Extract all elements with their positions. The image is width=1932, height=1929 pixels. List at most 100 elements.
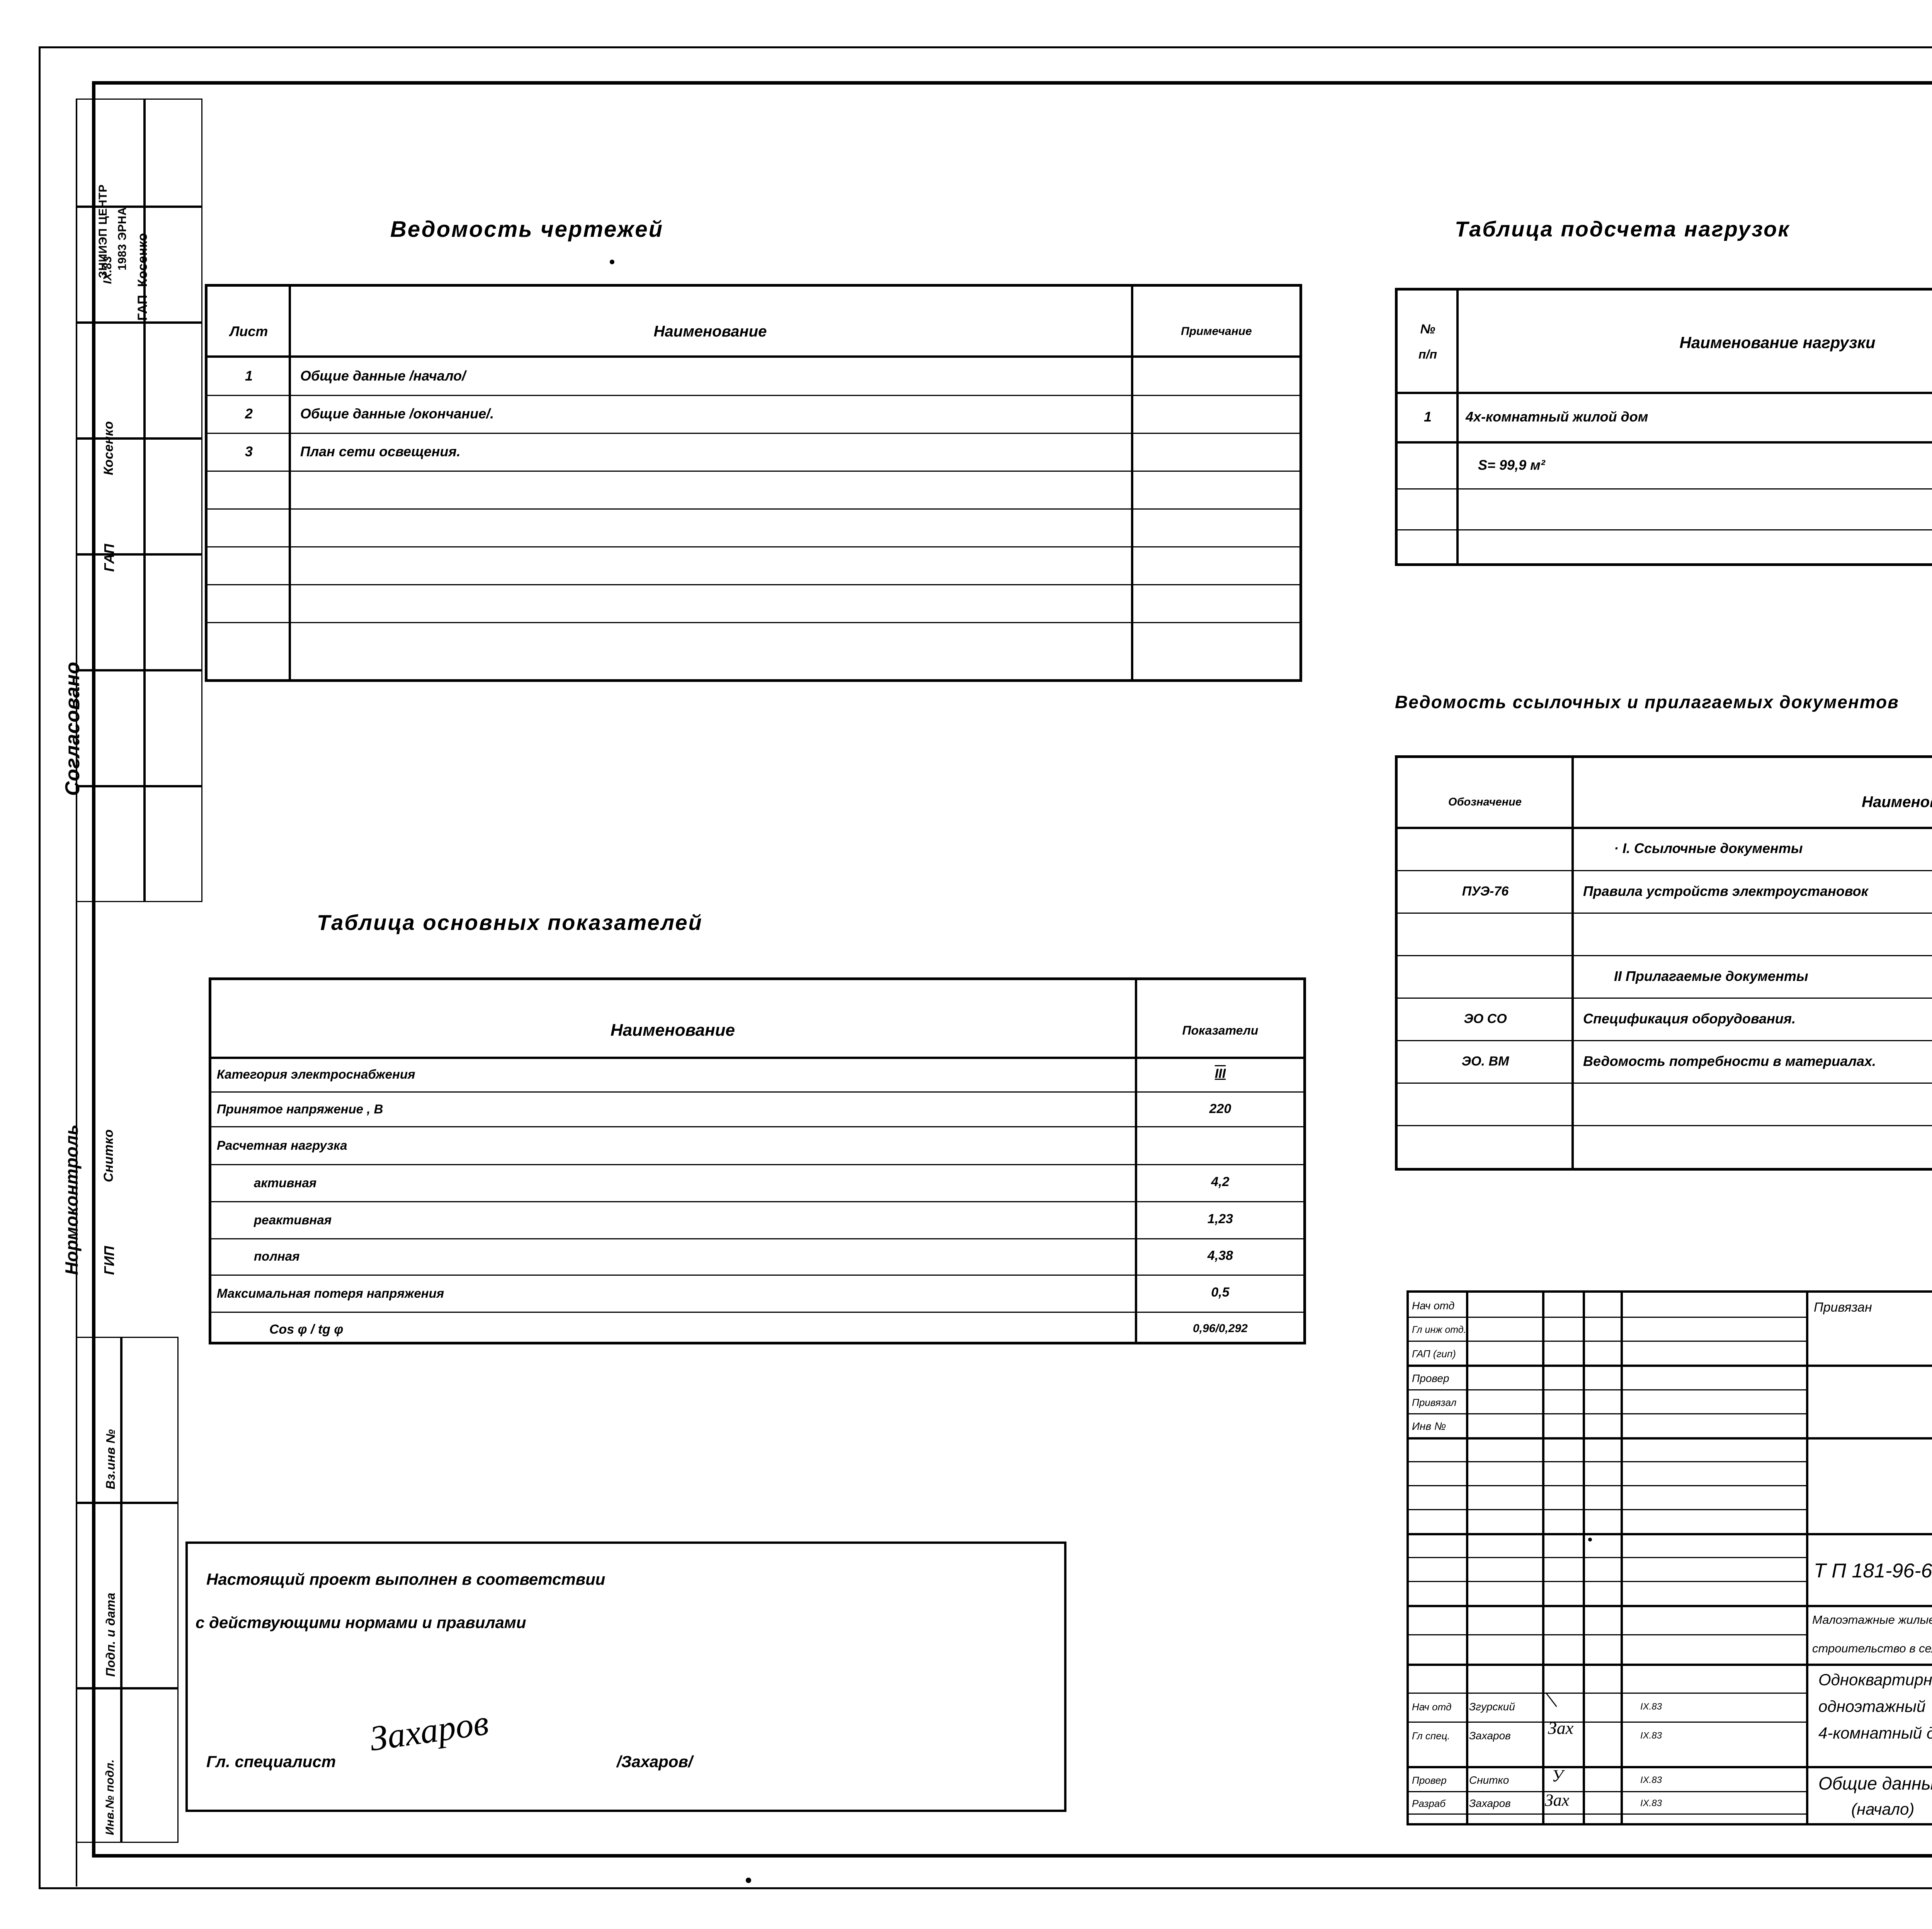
row-sep <box>1398 998 1932 999</box>
load-table-title: Таблица подсчета нагрузок <box>1455 217 1790 241</box>
ink-dot <box>746 1878 751 1883</box>
table-row-cell: 0,5 <box>1211 1285 1230 1300</box>
row-sep <box>1398 1083 1932 1084</box>
row-sep <box>211 1312 1303 1313</box>
row-sep <box>211 1091 1303 1093</box>
tb-row-sep <box>1409 1533 1932 1535</box>
table-row-cell: II Прилагаемые документы <box>1614 968 1808 984</box>
col-sep <box>1571 758 1574 1168</box>
table-row-cell: III <box>1214 1066 1226 1081</box>
stamp-cell <box>76 207 145 323</box>
stamp-row-name-snitko: Снитко <box>101 1129 116 1182</box>
tb-role-label: Нач отд <box>1412 1300 1455 1312</box>
stamp-cell <box>145 670 202 786</box>
tb-row-sep <box>1409 1813 1806 1815</box>
stamp-grid <box>76 99 202 968</box>
tb-signer-role: Провер <box>1412 1774 1447 1786</box>
stamp-cell <box>145 323 202 438</box>
table-row-cell: 4х-комнатный жилой дом <box>1466 409 1648 425</box>
table-row-cell: ПУЭ-76 <box>1462 884 1509 899</box>
row-sep <box>1398 529 1932 530</box>
tb-signer-role: Нач отд <box>1412 1701 1452 1713</box>
drawings-col-note: Примечание <box>1181 325 1252 338</box>
stamp-row-role-gip: ГИП <box>101 1246 117 1275</box>
row-sep <box>211 1238 1303 1239</box>
tb-row-sep <box>1409 1581 1806 1582</box>
row-sep <box>211 1057 1303 1059</box>
table-row-cell: · I. Ссылочные документы <box>1614 840 1803 856</box>
documents-col-code: Обозначение <box>1448 795 1522 808</box>
drawings-col-sheet: Лист <box>230 323 268 339</box>
note-line-2: с действующими нормами и правилами <box>196 1613 526 1632</box>
inv-box-2 <box>76 1503 121 1688</box>
table-row-cell: Правила устройств электроустановок <box>1583 883 1868 899</box>
signature-scribble: Зах <box>1545 1791 1570 1810</box>
table-row-cell: 2 <box>245 406 253 421</box>
inv-box-col2-2 <box>121 1503 179 1688</box>
table-row-cell: Категория электроснабжения <box>217 1067 415 1081</box>
inv-label-1: Подп. и дата <box>104 1592 117 1677</box>
tb-signer-name: Згурский <box>1469 1701 1515 1713</box>
table-row-cell: реактивная <box>254 1213 332 1227</box>
row-sep <box>207 355 1299 358</box>
tb-row-sep <box>1409 1461 1806 1462</box>
ink-dot <box>610 260 614 264</box>
table-row-cell: 220 <box>1209 1101 1231 1116</box>
load-table: № п/п Наименование нагрузки Кол-во кварт… <box>1395 288 1932 566</box>
documents-table-title: Ведомость ссылочных и прилагаемых докуме… <box>1395 692 1899 712</box>
table-row-cell: План сети освещения. <box>300 444 461 459</box>
indicators-col-name: Наименование <box>611 1021 735 1040</box>
tb-row-sep <box>1409 1693 1806 1694</box>
row-sep <box>211 1164 1303 1165</box>
stamp-cell <box>76 786 145 902</box>
note-signer-name: /Захаров/ <box>617 1752 693 1771</box>
tb-row-sep <box>1409 1365 1932 1367</box>
tb-signer-date: IX.83 <box>1640 1730 1662 1741</box>
col-sep <box>1456 291 1459 563</box>
tb-project-code: Т П 181-96-64 85 <box>1814 1560 1932 1582</box>
note-line-1: Настоящий проект выполнен в соответствии <box>206 1570 605 1588</box>
tb-object-line3: 4-комнатный дом <box>1818 1724 1932 1742</box>
tb-signer-role: Гл спец. <box>1412 1730 1450 1742</box>
inv-box-col2-1 <box>121 1337 179 1503</box>
stamp-normcontrol-label: Нормоконтроль <box>61 1124 82 1275</box>
tb-object-line1: Одноквартирный <box>1818 1671 1932 1689</box>
tb-row-sep <box>1409 1437 1932 1440</box>
table-row-cell: ЭО СО <box>1464 1011 1507 1026</box>
signature-scribble: У <box>1552 1766 1563 1785</box>
sheet-inner-frame <box>92 81 1932 1858</box>
table-row-cell: 1 <box>1423 409 1432 425</box>
col-sep <box>1135 980 1137 1342</box>
inv-label-2: Инв.№ подл. <box>104 1759 116 1835</box>
tb-row-sep <box>1409 1557 1806 1558</box>
stamp-cell <box>76 438 145 554</box>
table-row-cell: 1,23 <box>1207 1211 1233 1226</box>
table-row-cell: 1 <box>245 368 253 384</box>
row-sep <box>207 584 1299 585</box>
table-row-cell: 4,2 <box>1211 1174 1230 1189</box>
stamp-cell <box>145 438 202 554</box>
table-row-cell: 4,38 <box>1207 1248 1233 1263</box>
tb-row-sep <box>1409 1664 1932 1666</box>
row-sep <box>207 395 1299 396</box>
table-row-cell: Спецификация оборудования. <box>1583 1011 1796 1027</box>
indicators-col-value: Показатели <box>1182 1023 1259 1037</box>
load-col-no-line2: п/п <box>1418 347 1437 361</box>
inv-box-1 <box>76 1337 121 1503</box>
tb-row-sep <box>1409 1341 1806 1342</box>
tb-role-label: Гл инж отд. <box>1412 1324 1466 1335</box>
row-sep <box>207 622 1299 623</box>
table-row-cell: Cos φ / tg φ <box>269 1322 344 1337</box>
ink-dot <box>1588 1538 1592 1542</box>
row-sep <box>1398 955 1932 956</box>
stamp-row-name-kosenko: Косенко <box>101 421 116 475</box>
tb-row-sep <box>1409 1722 1806 1723</box>
row-sep <box>1398 1125 1932 1126</box>
signature-scribble: Зах <box>1548 1718 1574 1738</box>
table-row-cell: Общие данные /окончание/. <box>300 406 494 421</box>
tb-row-sep <box>1409 1413 1806 1414</box>
col-sep <box>289 287 291 679</box>
stamp-row-role-gap: ГАП <box>101 544 117 572</box>
stamp-cell <box>145 207 202 323</box>
